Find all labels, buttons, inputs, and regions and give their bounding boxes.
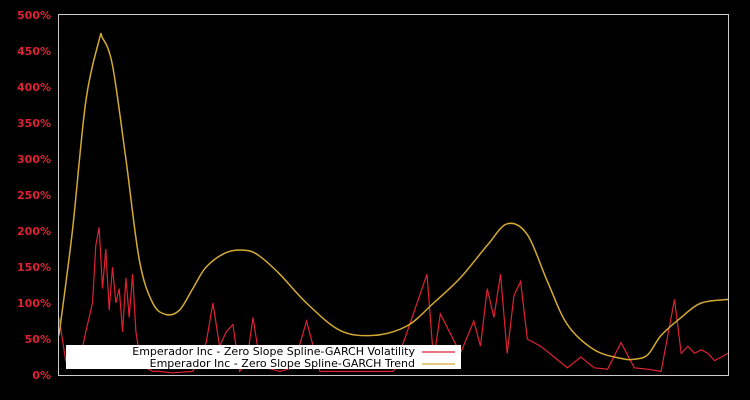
legend: Emperador Inc - Zero Slope Spline-GARCH …	[66, 345, 461, 370]
y-tick-label: 0%	[32, 369, 51, 382]
y-tick-label: 100%	[17, 297, 51, 310]
legend-label-trend: Emperador Inc - Zero Slope Spline-GARCH …	[150, 357, 415, 370]
y-tick-label: 50%	[25, 333, 51, 346]
y-tick-label: 300%	[17, 153, 51, 166]
y-tick-label: 450%	[17, 45, 51, 58]
legend-box	[66, 345, 461, 369]
y-tick-label: 350%	[17, 117, 51, 130]
y-tick-label: 400%	[17, 81, 51, 94]
y-tick-label: 500%	[17, 9, 51, 22]
y-tick-label: 200%	[17, 225, 51, 238]
y-tick-label: 250%	[17, 189, 51, 202]
trend-series-line	[58, 32, 729, 361]
legend-label-volatility: Emperador Inc - Zero Slope Spline-GARCH …	[132, 345, 415, 358]
volatility-series-line	[58, 227, 729, 374]
plot-area	[58, 32, 729, 374]
y-axis: 0% 50% 100% 150% 200% 250% 300% 350% 400% 450% 500…	[17, 9, 51, 382]
plot-frame	[58, 14, 729, 376]
y-tick-label: 150%	[17, 261, 51, 274]
